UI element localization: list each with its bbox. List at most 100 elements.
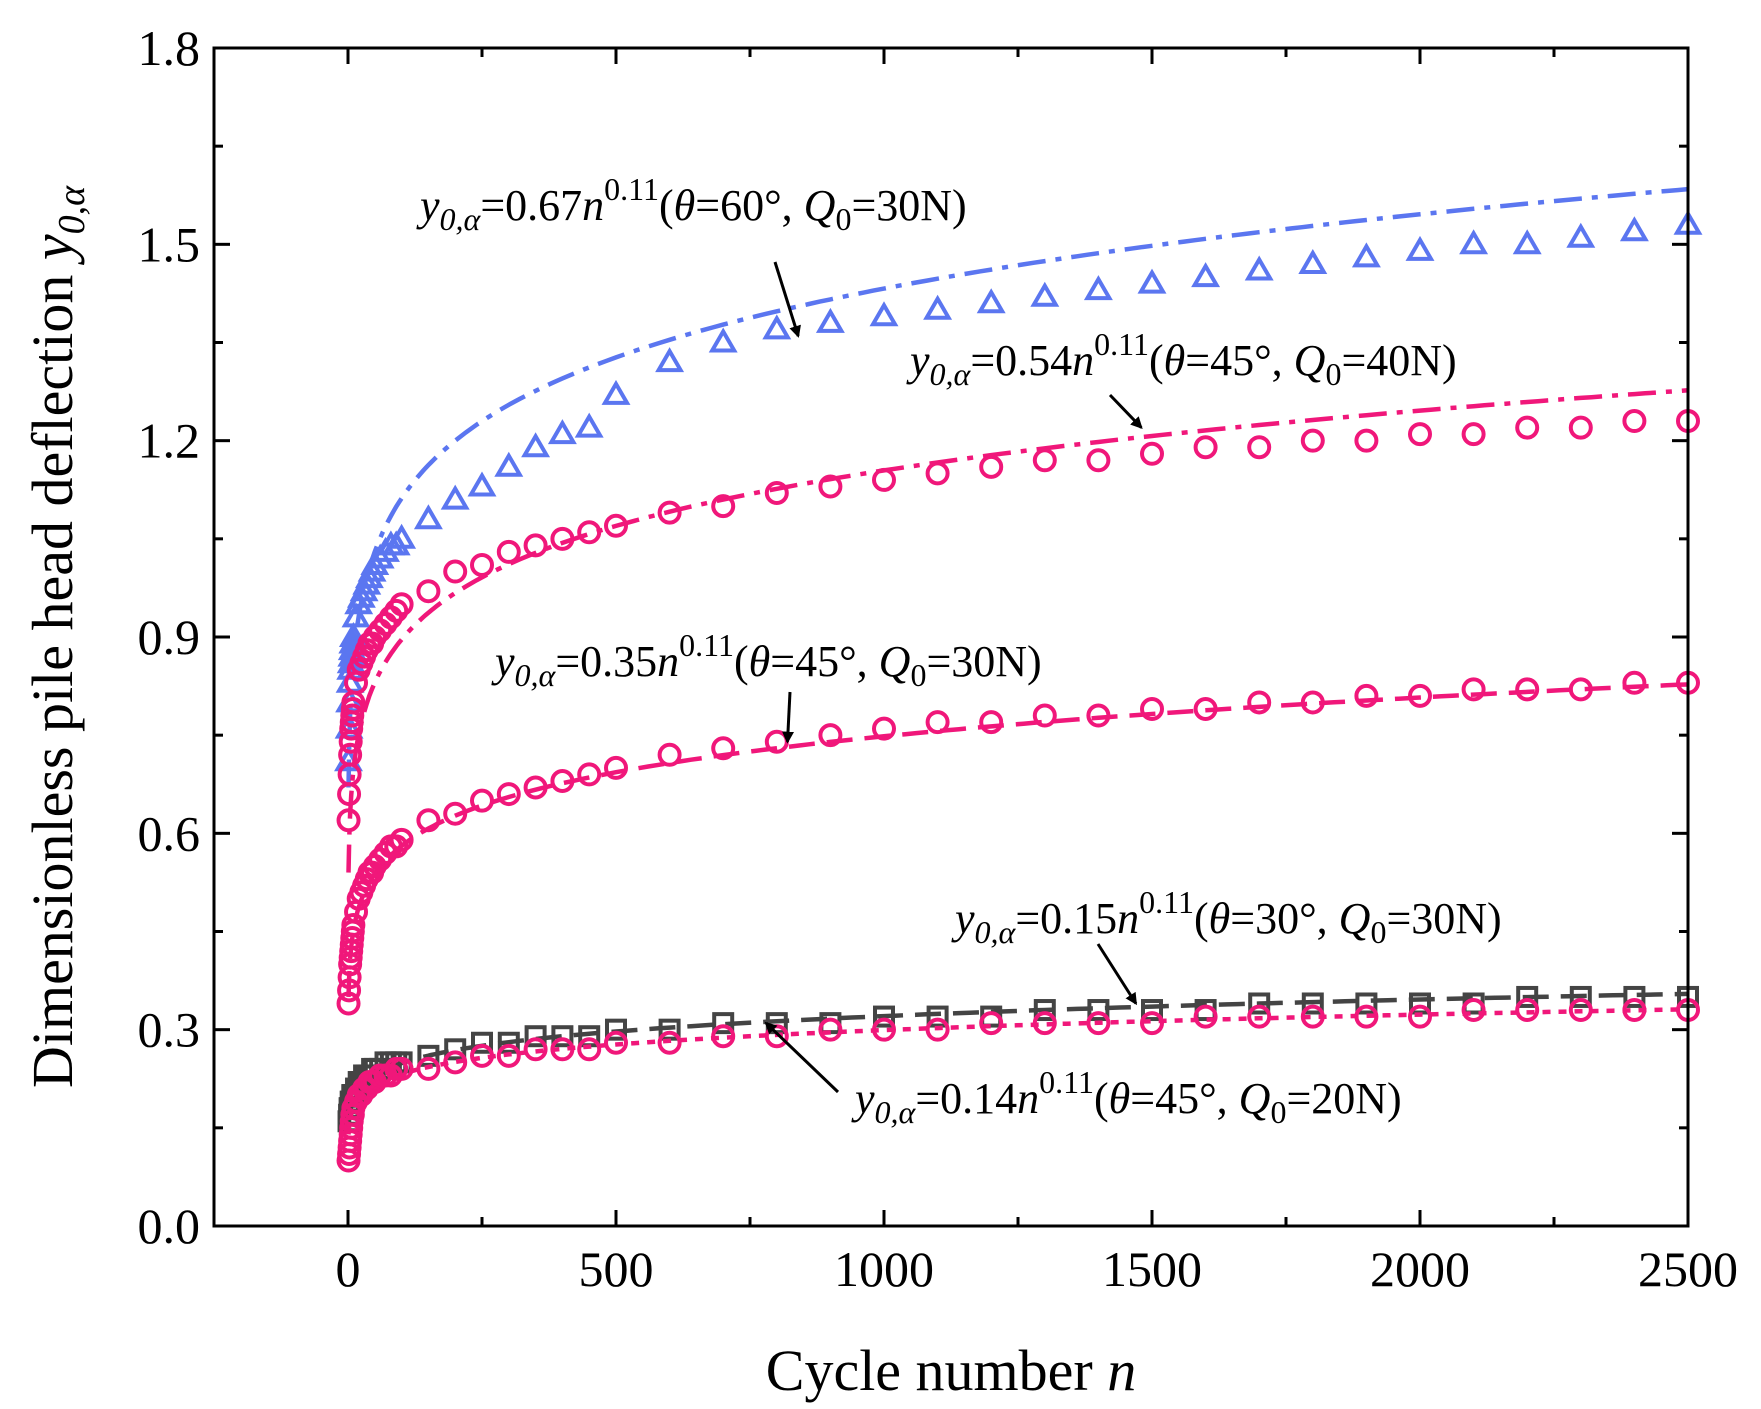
y-tick-label: 0.3 <box>138 1002 201 1058</box>
data-point <box>815 307 845 333</box>
data-point <box>711 1024 736 1049</box>
data-point <box>1408 1004 1432 1029</box>
data-point <box>604 513 628 538</box>
annot-qsub: 0 <box>910 657 926 693</box>
y-tick-label: 0.9 <box>138 609 201 665</box>
annotation-fit-45deg-40n: y0,α=0.54n0.11(θ=45°, Q0=40N) <box>906 326 1457 430</box>
annot-coef: =0.14 <box>915 1074 1017 1123</box>
fit-line <box>346 388 1689 873</box>
annot-prefix: y <box>906 336 930 385</box>
data-point <box>440 484 470 510</box>
data-point <box>657 1030 682 1055</box>
data-point <box>524 1025 547 1048</box>
svg-text:y0,α=0.15n0.11(θ=30°, Q0=30N): y0,α=0.15n0.11(θ=30°, Q0=30N) <box>951 884 1502 950</box>
data-point <box>1301 992 1324 1015</box>
annot-qsub: 0 <box>1270 1094 1286 1130</box>
fit-line <box>346 991 1689 1128</box>
data-point <box>1086 703 1111 728</box>
annot-angle: =30°, <box>1230 894 1338 943</box>
data-point <box>655 347 685 373</box>
annot-sub: 0,α <box>930 356 972 392</box>
data-point <box>496 1043 521 1068</box>
data-point <box>1569 985 1592 1008</box>
data-point <box>1247 435 1272 460</box>
annot-theta: θ <box>749 637 771 686</box>
data-point <box>764 481 789 506</box>
annot-prefix: y <box>851 1074 875 1123</box>
annot-var: n <box>582 181 604 230</box>
data-point <box>1568 998 1593 1023</box>
data-point <box>818 474 843 499</box>
data-point <box>1300 428 1325 453</box>
data-point <box>1623 985 1646 1008</box>
data-point <box>711 736 736 761</box>
annotation-arrow <box>1096 943 1138 1006</box>
svg-text:y0,α=0.35n0.11(θ=45°, Q0=30N): y0,α=0.35n0.11(θ=45°, Q0=30N) <box>491 627 1042 693</box>
data-point <box>926 1005 949 1028</box>
data-point <box>1140 696 1164 721</box>
data-point <box>494 451 524 477</box>
data-point <box>1355 992 1378 1015</box>
data-point <box>443 1050 468 1075</box>
series-4 <box>336 998 1700 1173</box>
data-point <box>1354 683 1379 708</box>
data-point <box>1566 222 1596 248</box>
annotation-fit-60deg-30n: y0,α=0.67n0.11(θ=60°, Q0=30N) <box>416 171 967 338</box>
annot-load: =20N) <box>1286 1074 1401 1123</box>
annot-theta: θ <box>1109 1074 1131 1123</box>
annot-open: ( <box>1194 894 1209 943</box>
annot-angle: =45°, <box>1130 1074 1238 1123</box>
data-point <box>416 808 441 833</box>
annot-qsub: 0 <box>1325 356 1341 392</box>
data-point <box>1247 690 1272 715</box>
data-point <box>1032 1011 1057 1036</box>
annot-load: =30N) <box>926 637 1041 686</box>
data-point <box>711 494 736 519</box>
data-point <box>1140 441 1164 466</box>
data-point <box>336 991 361 1016</box>
annot-var: n <box>1017 1074 1039 1123</box>
data-point <box>1408 683 1432 708</box>
data-point <box>979 454 1004 479</box>
data-point <box>389 592 414 617</box>
data-point <box>416 1056 441 1081</box>
data-point <box>1032 703 1057 728</box>
data-point <box>443 559 468 584</box>
data-point <box>551 1025 574 1048</box>
data-point <box>550 768 575 793</box>
annotation-arrow <box>773 261 801 338</box>
annot-q: Q <box>1239 1074 1271 1123</box>
annot-qsub: 0 <box>1370 914 1386 950</box>
data-point <box>1193 1004 1218 1029</box>
data-point <box>1086 448 1111 473</box>
data-point <box>872 716 896 741</box>
data-point <box>1030 281 1060 307</box>
data-point <box>1033 999 1056 1022</box>
data-point <box>1515 998 1540 1023</box>
data-point <box>925 461 950 486</box>
svg-text:y0,α=0.14n0.11(θ=45°, Q0=20N): y0,α=0.14n0.11(θ=45°, Q0=20N) <box>851 1064 1402 1130</box>
annot-exp: 0.11 <box>1139 884 1194 920</box>
data-point <box>336 808 361 833</box>
annot-load: =30N) <box>1386 894 1501 943</box>
y-axis-title-var: y <box>20 234 85 265</box>
data-point <box>1354 428 1379 453</box>
data-point <box>470 788 494 813</box>
data-point <box>1191 262 1221 288</box>
annot-open: ( <box>734 637 749 686</box>
series-layer <box>334 186 1703 1173</box>
data-point <box>470 1043 494 1068</box>
data-point <box>872 467 896 492</box>
tick-labels-layer: 0 500 1000 1500 2000 2500 0.0 0.3 0.6 0.9 1.2 1.5 1.… <box>138 20 1739 1297</box>
data-point <box>925 710 950 735</box>
data-point <box>1568 677 1593 702</box>
annot-sub: 0,α <box>515 657 557 693</box>
data-point <box>1622 670 1647 695</box>
y-tick-label: 0.6 <box>138 805 201 861</box>
annot-var: n <box>1072 336 1094 385</box>
data-point <box>605 1018 627 1041</box>
annot-exp: 0.11 <box>604 171 659 207</box>
data-point <box>1298 249 1328 274</box>
annot-load: =30N) <box>851 181 966 230</box>
annot-load: =40N) <box>1341 336 1456 385</box>
